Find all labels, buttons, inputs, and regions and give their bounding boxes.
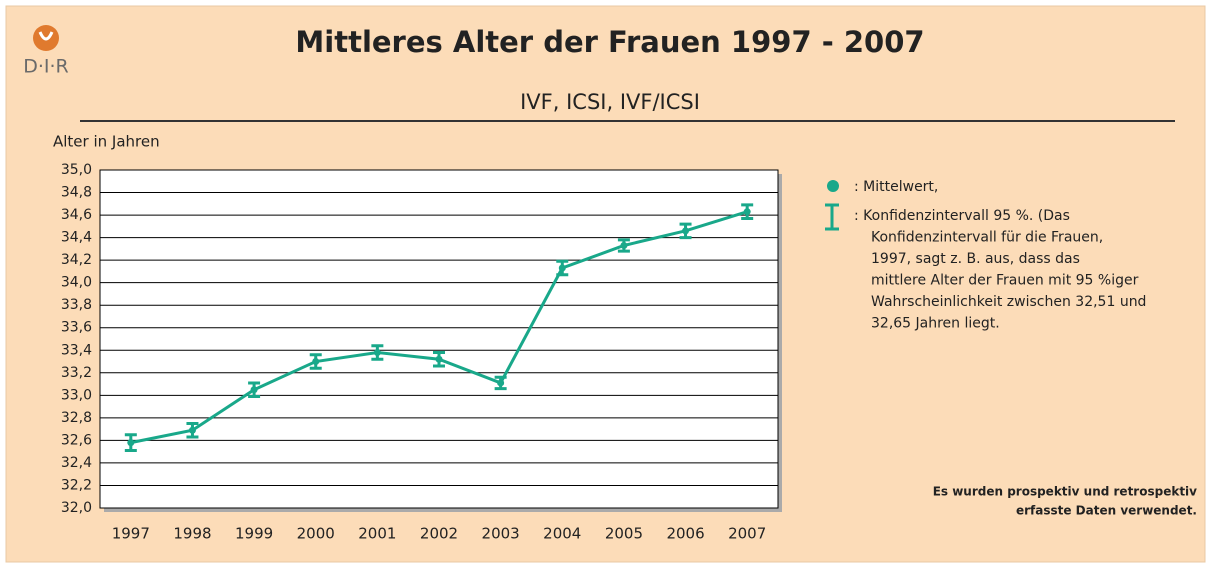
data-point [682,227,690,235]
data-point [127,439,135,447]
data-point [558,264,566,272]
legend-ci-icon [825,203,839,231]
x-tick-label: 1997 [112,525,150,543]
x-tick-label: 2000 [297,525,335,543]
x-tick-label: 2002 [420,525,458,543]
y-tick-label: 33,0 [61,387,92,403]
logo-icon-shape [38,31,54,41]
y-tick-label: 33,4 [61,342,92,358]
y-tick-label: 33,6 [61,320,92,336]
x-tick-label: 2004 [543,525,581,543]
data-point [188,426,196,434]
legend-text: : Konfidenzintervall 95 %. (Das [854,208,1070,224]
y-tick-label: 32,2 [61,477,92,493]
x-tick-label: 2007 [728,525,766,543]
y-tick-label: 33,8 [61,297,92,313]
legend-text: Konfidenzintervall für die Frauen, [871,230,1103,246]
legend-text: : Mittelwert, [854,179,938,195]
y-axis-label: Alter in Jahren [53,133,160,151]
x-tick-label: 2006 [666,525,704,543]
legend-text: 1997, sagt z. B. aus, dass das [871,251,1080,267]
y-tick-label: 34,6 [61,207,92,223]
y-tick-label: 33,2 [61,365,92,381]
data-point [250,386,258,394]
y-tick-label: 32,6 [61,432,92,448]
data-point [312,358,320,366]
y-tick-label: 34,4 [61,230,92,246]
legend-text: Wahrscheinlichkeit zwischen 32,51 und [871,294,1146,310]
legend-text: 32,65 Jahren liegt. [871,316,1000,332]
x-tick-label: 1998 [173,525,211,543]
data-point [620,241,628,249]
chart-subtitle: IVF, ICSI, IVF/ICSI [520,90,700,114]
y-tick-label: 32,8 [61,410,92,426]
footnote: erfasste Daten verwendet. [1016,504,1197,518]
y-tick-label: 32,4 [61,455,92,471]
y-tick-label: 34,8 [61,185,92,201]
plot-area [99,169,779,509]
data-point [373,349,381,357]
data-point [435,355,443,363]
data-point [743,208,751,216]
legend-text: mittlere Alter der Frauen mit 95 %iger [871,273,1139,289]
y-tick-label: 34,0 [61,275,92,291]
legend-dot [827,180,839,192]
y-tick-label: 34,2 [61,252,92,268]
x-tick-label: 2003 [482,525,520,543]
x-tick-label: 2005 [605,525,643,543]
x-tick-label: 1999 [235,525,273,543]
chart-title: Mittleres Alter der Frauen 1997 - 2007 [295,25,924,59]
logo-text: D·I·R [23,56,69,78]
footnote: Es wurden prospektiv und retrospektiv [933,485,1197,499]
x-tick-label: 2001 [358,525,396,543]
data-point [497,379,505,387]
y-tick-label: 32,0 [61,500,92,516]
y-tick-label: 35,0 [61,162,92,178]
